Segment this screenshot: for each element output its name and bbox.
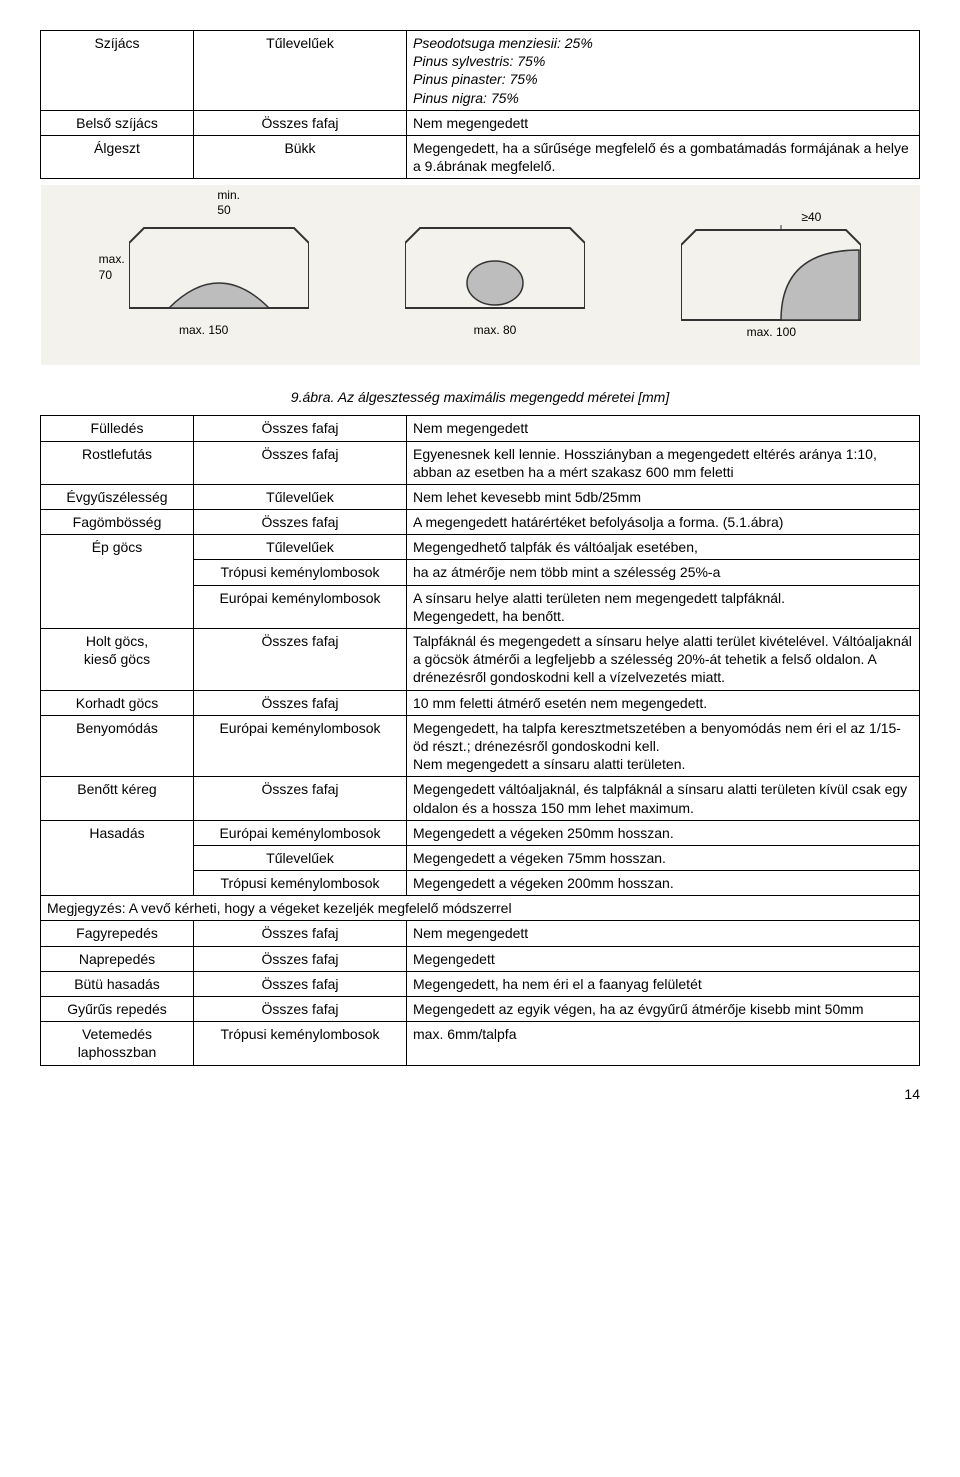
page-number: 14 [40, 1086, 920, 1102]
cell: Összes fafaj [194, 441, 407, 484]
cell: Európai keménylombosok [194, 820, 407, 845]
cell: Összes fafaj [194, 971, 407, 996]
cell: Összes fafaj [194, 777, 407, 820]
cell: Megengedhető talpfák és váltóaljak eseté… [407, 535, 920, 560]
cell: Fagömbösség [41, 510, 194, 535]
cell: Gyűrűs repedés [41, 997, 194, 1022]
cell: Megengedett váltóaljaknál, és talpfáknál… [407, 777, 920, 820]
top-table: Szíjács Tűlevelűek Pseodotsuga menziesii… [40, 30, 920, 371]
cell: Bütü hasadás [41, 971, 194, 996]
cell: Megengedett az egyik végen, ha az évgyűr… [407, 997, 920, 1022]
cell: Fagyrepedés [41, 921, 194, 946]
cell: Trópusi keménylombosok [194, 871, 407, 896]
cell: Megengedett a végeken 250mm hosszan. [407, 820, 920, 845]
cell: Tűlevelűek [194, 535, 407, 560]
cell: Megengedett a végeken 75mm hosszan. [407, 845, 920, 870]
cell: Összes fafaj [194, 510, 407, 535]
cell: Talpfáknál és megengedett a sínsaru hely… [407, 629, 920, 691]
cell: Ép göcs [41, 535, 194, 629]
cell: Megengedett, ha talpfa keresztmetszetébe… [407, 715, 920, 777]
diagram-2: max. 80 [405, 213, 585, 339]
cell: Fülledés [41, 416, 194, 441]
diagram-area: max. 70 min. 50 max. 150 [41, 185, 920, 365]
cell: Európai keménylombosok [194, 585, 407, 628]
cell: Összes fafaj [194, 629, 407, 691]
cell: Hasadás [41, 820, 194, 896]
main-table: Fülledés Összes fafaj Nem megengedett Ro… [40, 415, 920, 1065]
cell: Összes fafaj [194, 416, 407, 441]
cell: Álgeszt [41, 135, 194, 178]
cell: Tűlevelűek [194, 31, 407, 111]
figure-caption: 9.ábra. Az álgesztesség maximális megeng… [40, 389, 920, 405]
cell: Összes fafaj [194, 690, 407, 715]
cell: Vetemedés laphosszban [41, 1022, 194, 1065]
cell: Benyomódás [41, 715, 194, 777]
cell: Nem lehet kevesebb mint 5db/25mm [407, 484, 920, 509]
cell: Rostlefutás [41, 441, 194, 484]
cell: Összes fafaj [194, 921, 407, 946]
cell: Évgyűszélesség [41, 484, 194, 509]
cell: A sínsaru helye alatti területen nem meg… [407, 585, 920, 628]
cell: Nem megengedett [407, 416, 920, 441]
cell: ha az átmérője nem több mint a szélesség… [407, 560, 920, 585]
cell: Összes fafaj [194, 997, 407, 1022]
cell: max. 6mm/talpfa [407, 1022, 920, 1065]
cell: Pseodotsuga menziesii: 25% Pinus sylvest… [407, 31, 920, 111]
cell: Egyenesnek kell lennie. Hossziányban a m… [407, 441, 920, 484]
cell: 10 mm feletti átmérő esetén nem megenged… [407, 690, 920, 715]
cell: Trópusi keménylombosok [194, 1022, 407, 1065]
diagram-3: ≥40 max. 100 [681, 210, 861, 341]
cell: Benőtt kéreg [41, 777, 194, 820]
cell: Szíjács [41, 31, 194, 111]
cell: Európai keménylombosok [194, 715, 407, 777]
cell: Megengedett, ha nem éri el a faanyag fel… [407, 971, 920, 996]
cell: Megengedett [407, 946, 920, 971]
cell: Összes fafaj [194, 110, 407, 135]
cell: Összes fafaj [194, 946, 407, 971]
cell: Belső szíjács [41, 110, 194, 135]
cell: Megengedett a végeken 200mm hosszan. [407, 871, 920, 896]
cell: Holt göcs, kieső göcs [41, 629, 194, 691]
cell: Megengedett, ha a sűrűsége megfelelő és … [407, 135, 920, 178]
cell: Nem megengedett [407, 921, 920, 946]
diagram-1: max. 70 min. 50 max. 150 [99, 213, 309, 339]
cell: Tűlevelűek [194, 484, 407, 509]
cell: Nem megengedett [407, 110, 920, 135]
cell: Trópusi keménylombosok [194, 560, 407, 585]
cell: A megengedett határértéket befolyásolja … [407, 510, 920, 535]
cell: Bükk [194, 135, 407, 178]
cell: Korhadt göcs [41, 690, 194, 715]
note-row: Megjegyzés: A vevő kérheti, hogy a végek… [41, 896, 920, 921]
cell: Naprepedés [41, 946, 194, 971]
cell: Tűlevelűek [194, 845, 407, 870]
